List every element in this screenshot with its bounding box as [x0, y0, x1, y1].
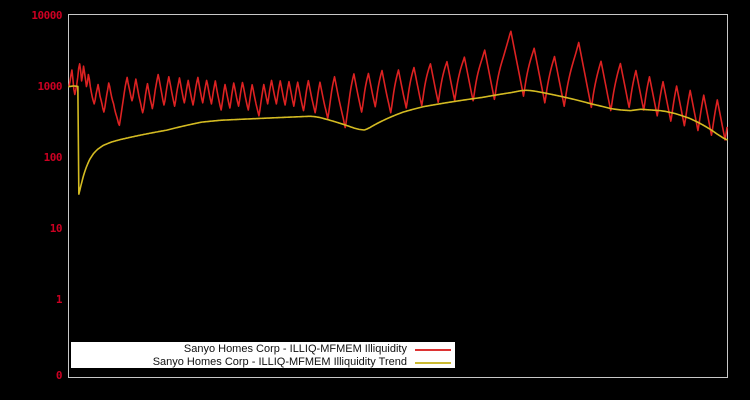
data-series-layer	[68, 30, 728, 195]
legend-label-illiquidity-trend: Sanyo Homes Corp - ILLIQ-MFMEM Illiquidi…	[152, 356, 407, 368]
legend-entry-illiquidity: Sanyo Homes Corp - ILLIQ-MFMEM Illiquidi…	[71, 343, 455, 356]
legend-entry-illiquidity-trend: Sanyo Homes Corp - ILLIQ-MFMEM Illiquidi…	[71, 356, 455, 369]
ytick-label-10000: 10000	[31, 9, 62, 22]
chart-legend: Sanyo Homes Corp - ILLIQ-MFMEM Illiquidi…	[70, 341, 456, 369]
ytick-label-10: 10	[49, 222, 63, 235]
plot-frame-border	[68, 14, 728, 378]
series-line-illiquidity	[68, 30, 728, 141]
legend-swatch-illiquidity-trend	[415, 361, 451, 364]
ytick-label-0: 0	[55, 369, 63, 382]
ytick-label-1000: 1000	[37, 80, 63, 93]
series-line-illiquidity-trend	[68, 85, 728, 195]
ytick-label-1: 1	[55, 293, 63, 306]
ytick-label-100: 100	[43, 151, 63, 164]
legend-label-illiquidity: Sanyo Homes Corp - ILLIQ-MFMEM Illiquidi…	[183, 343, 407, 355]
legend-swatch-illiquidity	[415, 348, 451, 351]
